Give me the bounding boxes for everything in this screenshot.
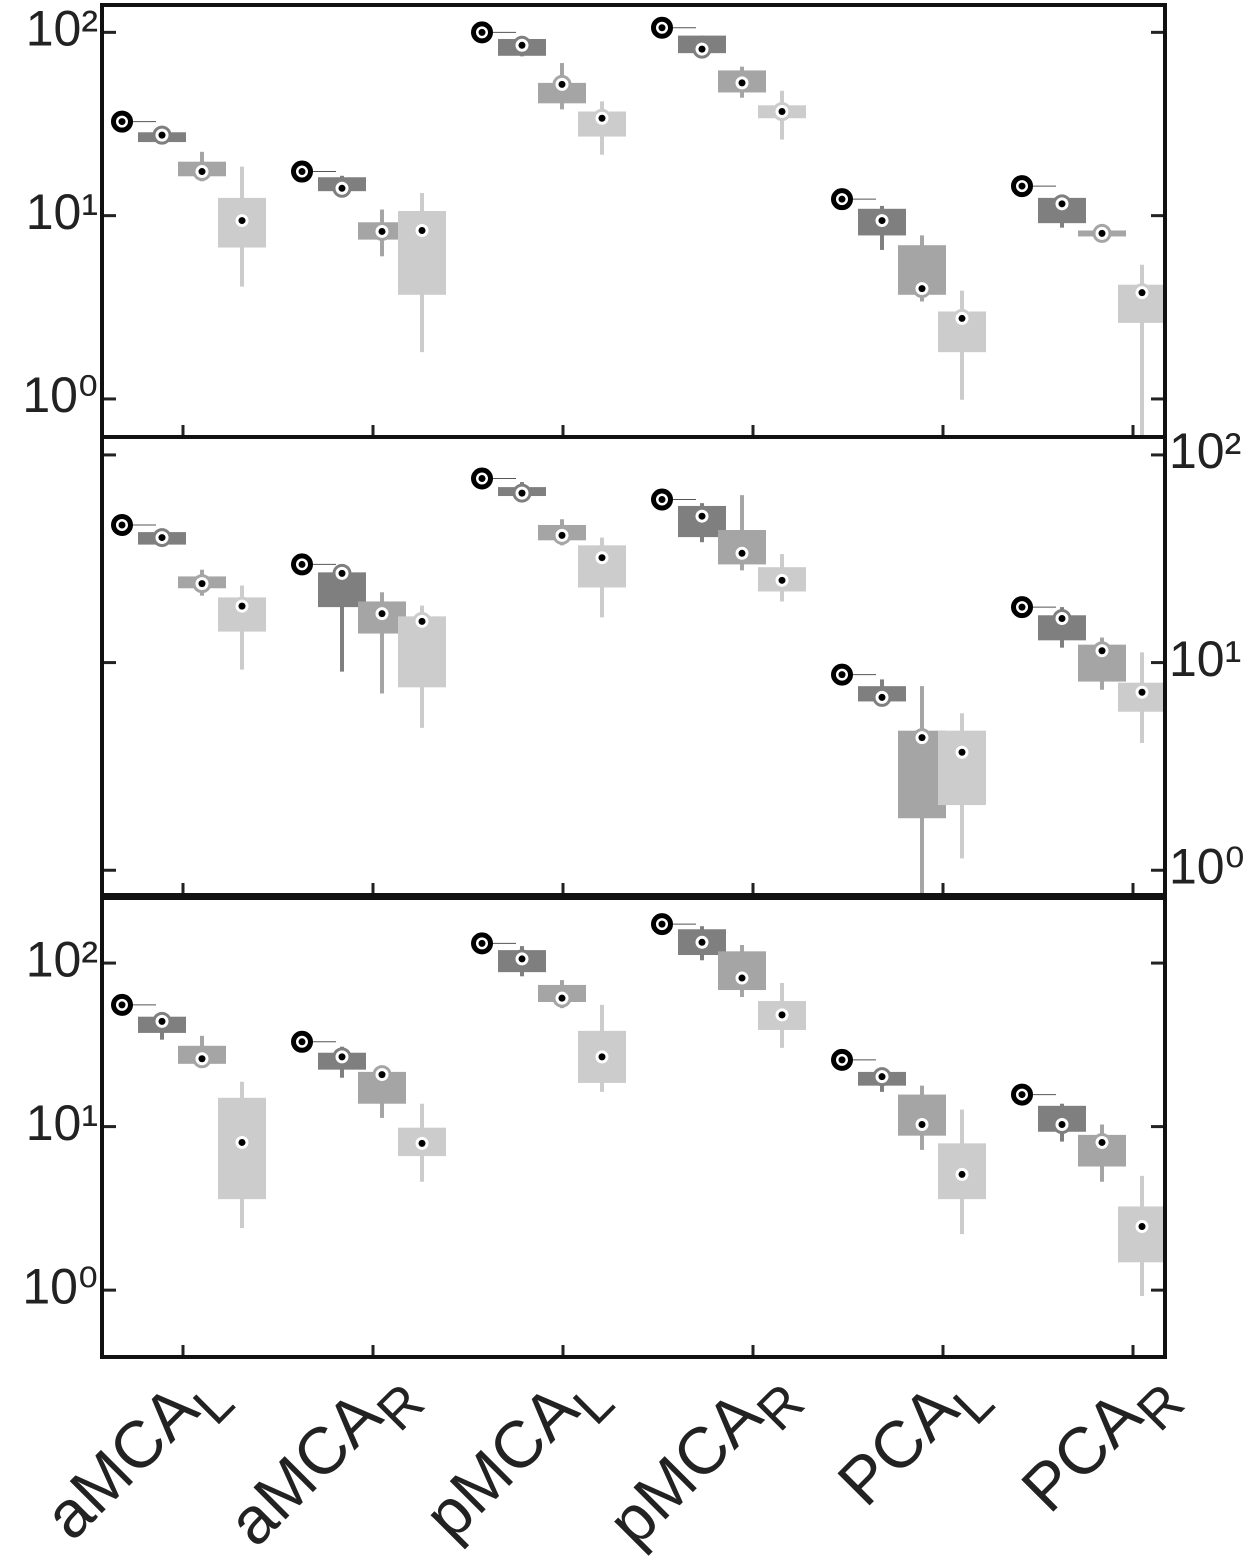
median-dot [418,226,426,234]
median-dot [558,80,566,88]
median-dot [878,217,886,225]
median-dot [918,1121,926,1129]
x-tick-label: pMCAR [593,1350,815,1565]
median-dot [558,994,566,1002]
median-dot [298,168,306,176]
median-dot [598,1053,606,1061]
median-dot [418,617,426,625]
median-dot [958,314,966,322]
median-dot [198,1055,206,1063]
median-dot [778,107,786,115]
plot-area [138,926,1165,1297]
x-tick-label: PCAR [1007,1350,1196,1539]
median-dot [378,1071,386,1079]
median-dot [378,227,386,235]
x-tick-label-main: pMCA [593,1377,775,1559]
x-tick-label: PCAL [823,1350,1005,1532]
median-dot [658,920,666,928]
median-dot [338,184,346,192]
median-dot [158,534,166,542]
median-dot [118,118,126,126]
median-dot [238,217,246,225]
median-dot [778,1011,786,1019]
median-dot [838,195,846,203]
median-dot [558,531,566,539]
median-dot [238,602,246,610]
median-dot [1058,1121,1066,1129]
median-dot [198,168,206,176]
median-dot [878,693,886,701]
median-dot [1018,1091,1026,1099]
y-tick-label: 10¹ [26,184,98,240]
y-tick-label: 10² [26,931,98,987]
median-dot [1018,182,1026,190]
median-dot [918,285,926,293]
median-dot [238,1138,246,1146]
median-dot [1138,688,1146,696]
x-tick-label-main: pMCA [410,1371,592,1553]
median-dot [738,549,746,557]
median-dot [518,41,526,49]
x-tick-label: aMCAR [213,1350,435,1565]
median-dot [518,489,526,497]
median-dot [158,131,166,139]
x-tick-label: pMCAL [410,1350,626,1565]
y-tick-label: 10⁰ [1169,838,1245,894]
median-dot [598,554,606,562]
median-dot [378,610,386,618]
median-dot [478,475,486,483]
y-tick-label: 10² [1169,423,1241,479]
median-dot [478,28,486,36]
median-dot [958,1170,966,1178]
median-dot [698,512,706,520]
plot-area [138,482,1165,895]
median-dot [658,496,666,504]
median-dot [958,748,966,756]
x-tick-label: aMCAL [30,1350,246,1565]
median-dot [878,1073,886,1081]
y-tick-label: 10⁰ [22,367,98,423]
median-dot [598,114,606,122]
median-dot [1098,229,1106,237]
y-tick-label: 10¹ [1169,631,1241,687]
x-tick-label-main: aMCA [30,1371,212,1553]
median-dot [118,521,126,529]
median-dot [1058,615,1066,623]
median-dot [698,938,706,946]
median-dot [158,1017,166,1025]
median-dot [838,671,846,679]
y-tick-label: 10⁰ [22,1258,98,1314]
median-dot [738,79,746,87]
median-dot [1138,289,1146,297]
median-dot [1138,1222,1146,1230]
median-dot [118,1001,126,1009]
median-dot [778,576,786,584]
median-dot [838,1056,846,1064]
median-dot [1098,647,1106,655]
median-dot [478,939,486,947]
median-dot [198,580,206,588]
median-dot [518,955,526,963]
y-tick-label: 10² [26,1,98,57]
median-dot [298,1038,306,1046]
box [938,730,986,806]
median-dot [918,734,926,742]
median-dot [338,569,346,577]
median-dot [1058,200,1066,208]
median-dot [1018,603,1026,611]
median-dot [418,1139,426,1147]
median-dot [738,974,746,982]
median-dot [298,560,306,568]
median-dot [1098,1138,1106,1146]
plot-area [138,35,1165,437]
y-tick-label: 10¹ [26,1095,98,1151]
median-dot [658,24,666,32]
x-tick-label-main: aMCA [213,1377,395,1559]
median-dot [338,1053,346,1061]
median-dot [698,45,706,53]
axes-frame [100,896,1167,1359]
axes-frame [100,435,1167,897]
